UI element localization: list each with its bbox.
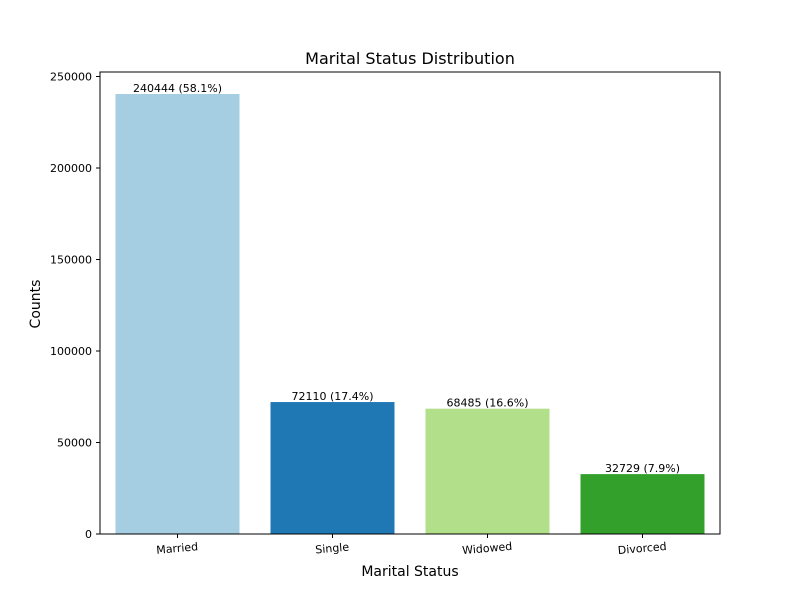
bar-value-label: 32729 (7.9%)	[605, 462, 680, 475]
chart-title: Marital Status Distribution	[305, 49, 515, 68]
x-axis: Married Single Widowed Divorced	[156, 534, 667, 557]
y-tick-label: 150000	[50, 254, 92, 267]
x-tick-label: Widowed	[462, 540, 513, 557]
x-axis-title: Marital Status	[361, 564, 458, 580]
y-tick-label: 200000	[50, 162, 92, 175]
bar-divorced	[580, 474, 705, 534]
x-tick-label: Divorced	[617, 540, 667, 557]
x-tick-label: Married	[156, 540, 199, 557]
bar-married	[115, 93, 240, 535]
bars-group	[115, 93, 705, 535]
y-axis-title: Counts	[28, 280, 44, 329]
y-tick-label: 0	[85, 528, 92, 541]
y-axis: 0 50000 100000 150000 200000 250000	[50, 71, 100, 541]
bar-labels-group: 240444 (58.1%) 72110 (17.4%) 68485 (16.6%)…	[133, 82, 680, 475]
y-tick-label: 250000	[50, 71, 92, 84]
bar-value-label: 68485 (16.6%)	[446, 397, 528, 410]
bar-single	[270, 402, 395, 534]
bar-value-label: 240444 (58.1%)	[133, 82, 222, 95]
y-tick-label: 50000	[57, 437, 92, 450]
plot-frame	[99, 71, 721, 535]
y-tick-label: 100000	[50, 345, 92, 358]
x-tick-label: Single	[315, 541, 350, 557]
bar-widowed	[425, 408, 550, 534]
bar-value-label: 72110 (17.4%)	[291, 390, 373, 403]
